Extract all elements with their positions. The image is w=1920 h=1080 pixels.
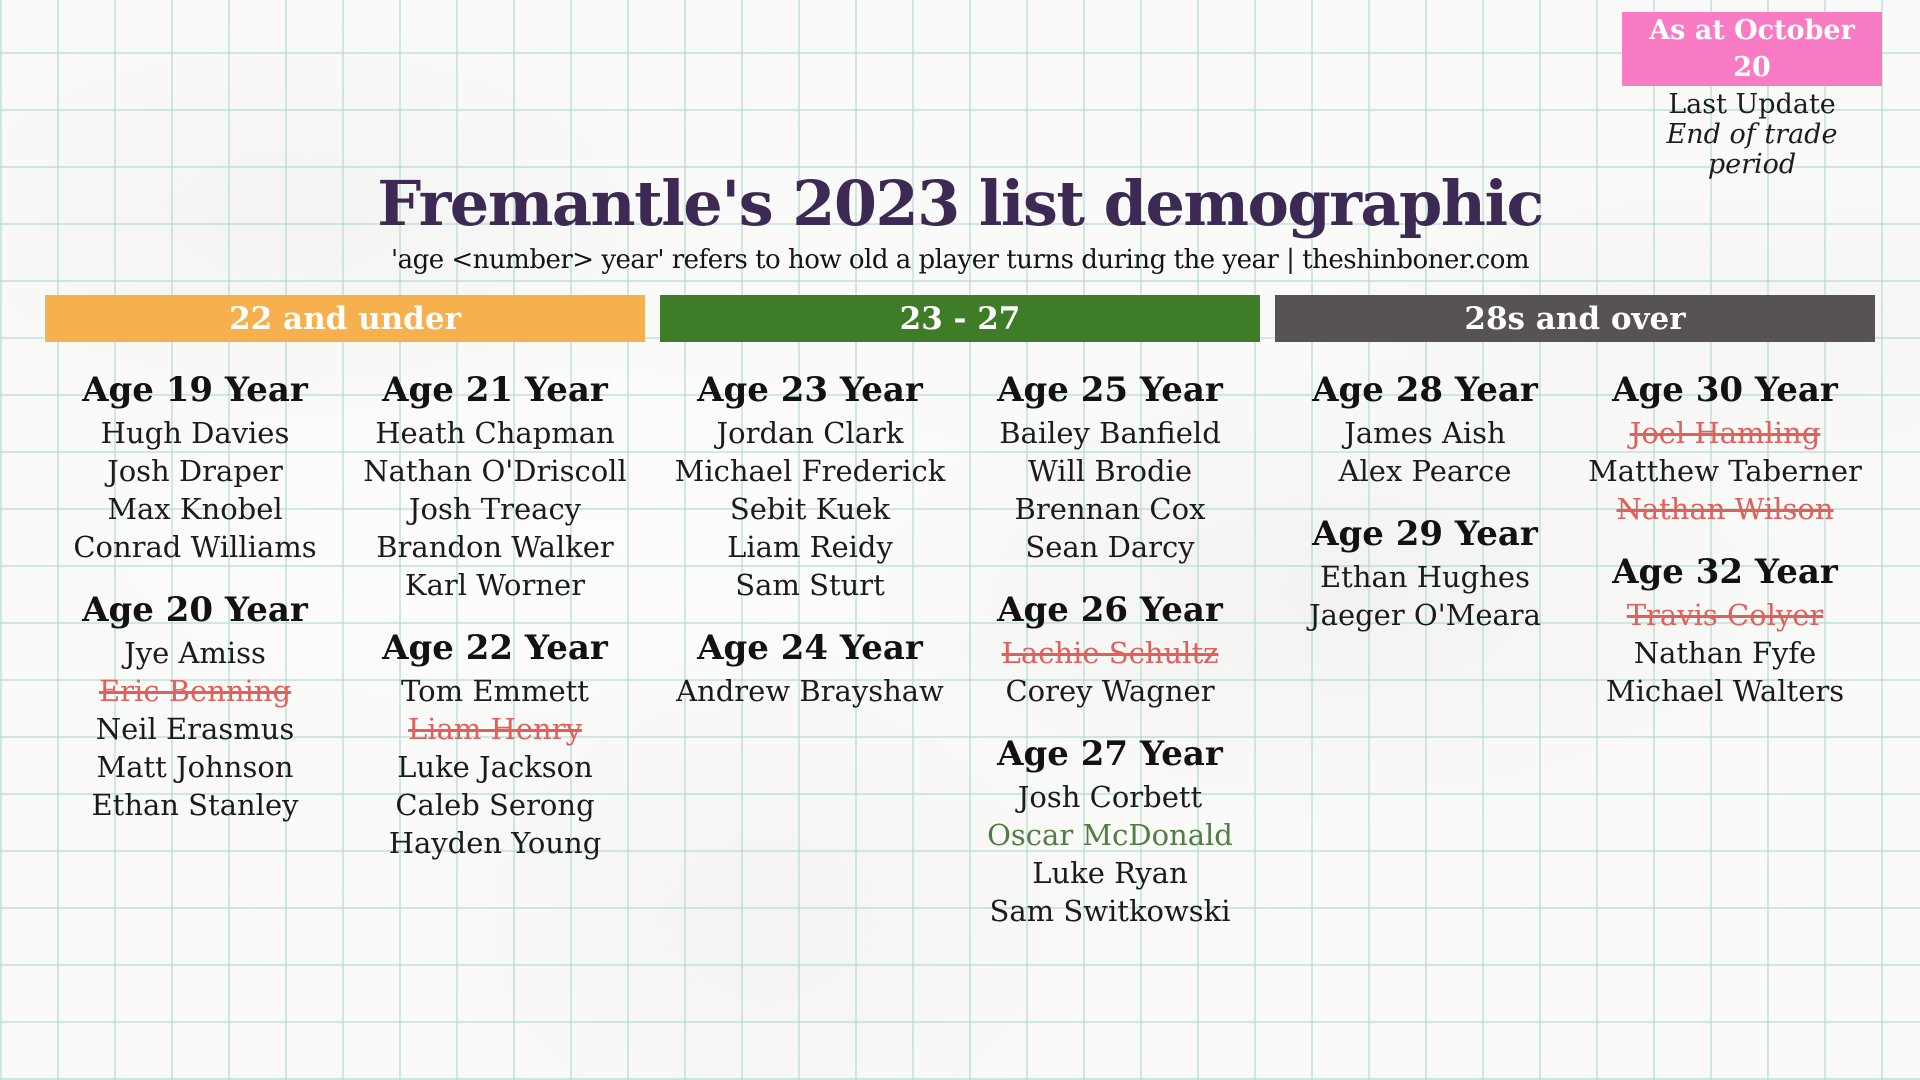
age-section-heading: Age 25 Year xyxy=(997,370,1223,410)
age-section: Age 25 Year Bailey Banfield Will Brodie Bre… xyxy=(960,368,1260,566)
age-section: Age 26 Year Lachie Schultz Corey Wagner xyxy=(960,588,1260,710)
age-section: Age 28 Year James Aish Alex Pearce xyxy=(1275,368,1575,490)
age-section-heading: Age 27 Year xyxy=(997,734,1223,774)
player-name: Max Knobel xyxy=(107,492,283,526)
age-section: Age 24 Year Andrew Brayshaw xyxy=(660,626,960,710)
player-name: Jye Amiss xyxy=(124,636,266,670)
age-section-heading: Age 32 Year xyxy=(1612,552,1838,592)
player-name: Josh Corbett xyxy=(1017,780,1203,814)
player-name-delisted: Eric Benning xyxy=(98,674,292,708)
player-name: Michael Walters xyxy=(1605,674,1845,708)
age-column-4: Age 28 Year James Aish Alex Pearce Age 29 Y… xyxy=(1275,368,1575,656)
player-name: Nathan Fyfe xyxy=(1633,636,1817,670)
age-section: Age 20 Year Jye Amiss Eric Benning Neil Era… xyxy=(45,588,345,824)
player-name: Will Brodie xyxy=(1028,454,1192,488)
player-name: Sam Switkowski xyxy=(989,894,1231,928)
player-name-delisted: Nathan Wilson xyxy=(1616,492,1834,526)
player-name: James Aish xyxy=(1344,416,1506,450)
player-name: Ethan Hughes xyxy=(1320,560,1530,594)
player-name-delisted: Liam Henry xyxy=(408,712,582,746)
age-section-heading: Age 21 Year xyxy=(382,370,608,410)
age-section-heading: Age 20 Year xyxy=(82,590,308,630)
player-name: Jaeger O'Meara xyxy=(1309,598,1541,632)
age-section: Age 29 Year Ethan Hughes Jaeger O'Meara xyxy=(1275,512,1575,634)
group-header-0: 22 and under xyxy=(45,295,645,342)
player-name: Matthew Taberner xyxy=(1588,454,1862,488)
player-name: Heath Chapman xyxy=(375,416,615,450)
age-section-heading: Age 22 Year xyxy=(382,628,608,668)
age-section-heading: Age 29 Year xyxy=(1312,514,1538,554)
group-header-2: 28s and over xyxy=(1275,295,1875,342)
age-section-heading: Age 23 Year xyxy=(697,370,923,410)
age-section: Age 27 Year Josh Corbett Oscar McDonald Luk… xyxy=(960,732,1260,930)
player-name: Karl Worner xyxy=(404,568,586,602)
trade-period-label: End of trade period xyxy=(1666,119,1838,180)
player-name: Brennan Cox xyxy=(1014,492,1206,526)
player-name: Jordan Clark xyxy=(716,416,904,450)
player-name: Liam Reidy xyxy=(727,530,893,564)
page-subtitle: 'age <number> year' refers to how old a … xyxy=(390,245,1530,275)
player-name: Matt Johnson xyxy=(96,750,294,784)
group-header-bars: 22 and under 23 - 27 28s and over xyxy=(45,295,1875,342)
player-name: Conrad Williams xyxy=(73,530,317,564)
age-column-1: Age 21 Year Heath Chapman Nathan O'Driscol… xyxy=(345,368,645,884)
player-name: Luke Jackson xyxy=(397,750,593,784)
age-section-heading: Age 19 Year xyxy=(82,370,308,410)
last-update-label: Last Update xyxy=(1668,89,1836,120)
age-section-heading: Age 30 Year xyxy=(1612,370,1838,410)
player-name: Sam Sturt xyxy=(735,568,885,602)
age-column-5: Age 30 Year Joel Hamling Matthew Taberner N… xyxy=(1575,368,1875,732)
player-name: Sebit Kuek xyxy=(729,492,891,526)
age-section: Age 23 Year Jordan Clark Michael Frederick… xyxy=(660,368,960,604)
group-header-label: 23 - 27 xyxy=(899,300,1021,337)
age-section: Age 30 Year Joel Hamling Matthew Taberner N… xyxy=(1575,368,1875,528)
player-name: Neil Erasmus xyxy=(95,712,295,746)
player-name: Corey Wagner xyxy=(1005,674,1215,708)
age-column-2: Age 23 Year Jordan Clark Michael Frederick… xyxy=(660,368,960,732)
age-section-heading: Age 24 Year xyxy=(697,628,923,668)
player-name: Brandon Walker xyxy=(376,530,614,564)
player-name: Andrew Brayshaw xyxy=(676,674,944,708)
player-name: Hayden Young xyxy=(388,826,602,860)
player-name: Nathan O'Driscoll xyxy=(363,454,627,488)
player-name-delisted: Travis Colyer xyxy=(1626,598,1824,632)
group-header-1: 23 - 27 xyxy=(660,295,1260,342)
update-date-badge: As at October 20 xyxy=(1622,12,1882,86)
age-section: Age 22 Year Tom Emmett Liam Henry Luke Jack… xyxy=(345,626,645,862)
player-name: Oscar McDonald xyxy=(987,818,1233,852)
group-header-label: 22 and under xyxy=(229,300,461,337)
age-column-3: Age 25 Year Bailey Banfield Will Brodie Bre… xyxy=(960,368,1260,952)
player-name: Josh Treacy xyxy=(408,492,582,526)
age-column-0: Age 19 Year Hugh Davies Josh Draper Max Kno… xyxy=(45,368,345,846)
page-title: Fremantle's 2023 list demographic xyxy=(377,167,1544,240)
player-name: Caleb Serong xyxy=(395,788,595,822)
player-name: Michael Frederick xyxy=(674,454,946,488)
age-section: Age 32 Year Travis Colyer Nathan Fyfe Micha… xyxy=(1575,550,1875,710)
player-name-delisted: Joel Hamling xyxy=(1629,416,1821,450)
player-name: Josh Draper xyxy=(107,454,283,488)
player-name: Sean Darcy xyxy=(1025,530,1195,564)
age-section: Age 19 Year Hugh Davies Josh Draper Max Kno… xyxy=(45,368,345,566)
player-name-delisted: Lachie Schultz xyxy=(1001,636,1219,670)
player-name: Bailey Banfield xyxy=(999,416,1221,450)
age-section: Age 21 Year Heath Chapman Nathan O'Driscol… xyxy=(345,368,645,604)
age-section-heading: Age 28 Year xyxy=(1312,370,1538,410)
player-name: Hugh Davies xyxy=(100,416,290,450)
age-section-heading: Age 26 Year xyxy=(997,590,1223,630)
player-name: Luke Ryan xyxy=(1032,856,1188,890)
group-header-label: 28s and over xyxy=(1464,300,1686,337)
player-name: Ethan Stanley xyxy=(91,788,299,822)
player-name: Tom Emmett xyxy=(401,674,589,708)
player-name: Alex Pearce xyxy=(1338,454,1512,488)
update-info-box: As at October 20 Last Update End of trad… xyxy=(1622,12,1882,180)
